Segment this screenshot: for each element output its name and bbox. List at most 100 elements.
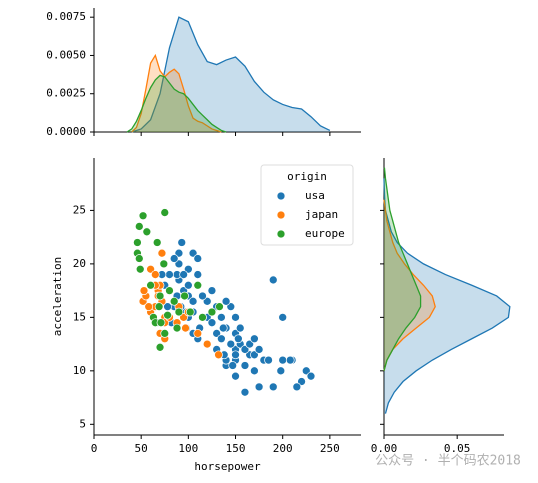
point <box>133 238 142 247</box>
legend-label: europe <box>305 227 345 240</box>
y-axis-label: acceleration <box>51 257 64 336</box>
legend-marker <box>276 229 286 239</box>
legend-box <box>260 164 354 246</box>
legend-marker <box>276 210 286 220</box>
x-tick-label: 50 <box>135 442 148 455</box>
point <box>139 286 149 295</box>
point <box>150 270 160 279</box>
point <box>134 254 144 263</box>
y-tick-label: 0.0025 <box>46 87 86 100</box>
kde-line <box>383 178 511 414</box>
kde-line <box>131 53 222 133</box>
point <box>193 270 203 279</box>
kde-fill <box>131 55 222 133</box>
point <box>154 302 164 312</box>
point <box>172 323 182 333</box>
point <box>226 339 236 349</box>
point <box>207 307 217 317</box>
x-tick-label: 0.05 <box>444 442 471 455</box>
point <box>157 248 167 258</box>
point <box>233 334 243 344</box>
y-tick-label: 0.0000 <box>46 125 86 138</box>
point <box>193 329 203 338</box>
point <box>240 387 250 397</box>
point <box>218 323 228 333</box>
point <box>185 307 195 317</box>
y-tick-label: 15 <box>73 310 86 323</box>
kde-line <box>131 16 331 133</box>
x-tick-label: 200 <box>273 442 293 455</box>
point <box>264 355 273 365</box>
point <box>292 382 302 392</box>
point <box>180 291 189 301</box>
point <box>207 318 217 328</box>
kde-line <box>126 74 227 133</box>
point <box>231 313 240 322</box>
point <box>250 334 259 344</box>
y-tick-label: 0.0075 <box>46 10 86 23</box>
kde-fill <box>127 75 227 132</box>
point <box>163 302 172 312</box>
point <box>177 238 187 247</box>
point <box>179 270 188 279</box>
point <box>138 211 148 221</box>
point <box>169 296 179 306</box>
x-axis-label: horsepower <box>194 460 261 473</box>
point <box>231 371 240 381</box>
kde-fill <box>131 17 330 133</box>
kde-fill <box>384 167 421 371</box>
legend-title: origin <box>287 170 327 183</box>
point <box>188 296 198 306</box>
kde-fill <box>384 199 436 371</box>
point <box>174 307 184 317</box>
point <box>217 313 226 322</box>
point <box>152 238 162 247</box>
point <box>250 366 259 376</box>
point <box>214 350 223 360</box>
point <box>165 286 174 295</box>
point <box>163 310 172 320</box>
point <box>268 382 278 392</box>
point <box>235 323 245 333</box>
x-tick-label: 250 <box>320 442 340 455</box>
point <box>217 334 226 344</box>
y-tick-label: 10 <box>73 364 86 377</box>
point <box>268 275 278 285</box>
point <box>215 302 224 312</box>
legend-label: japan <box>305 208 338 221</box>
point <box>169 254 179 263</box>
y-tick-label: 5 <box>79 417 86 430</box>
point <box>159 259 169 269</box>
kde-line <box>383 199 436 372</box>
point <box>193 254 203 263</box>
point <box>160 208 170 217</box>
x-tick-label: 100 <box>178 442 198 455</box>
point <box>254 345 264 354</box>
watermark: 公众号 · 半个码农2018 <box>375 454 521 469</box>
point <box>228 361 238 370</box>
point <box>306 371 316 381</box>
legend-label: usa <box>305 189 325 202</box>
point <box>231 350 240 360</box>
point <box>165 270 174 279</box>
x-tick-label: 150 <box>226 442 246 455</box>
x-tick-label: 0 <box>91 442 98 455</box>
point <box>134 222 144 231</box>
point <box>198 291 207 301</box>
point <box>160 329 170 338</box>
point <box>278 313 288 322</box>
y-tick-label: 0.0050 <box>46 48 86 61</box>
point <box>221 296 231 306</box>
point <box>144 302 154 312</box>
point <box>207 286 217 295</box>
point <box>198 313 207 322</box>
point <box>193 280 203 290</box>
y-tick-label: 20 <box>73 257 86 270</box>
point <box>254 382 264 392</box>
point <box>278 355 288 365</box>
point <box>183 280 193 290</box>
point <box>142 227 152 237</box>
legend-marker <box>276 191 286 201</box>
point <box>146 280 155 290</box>
